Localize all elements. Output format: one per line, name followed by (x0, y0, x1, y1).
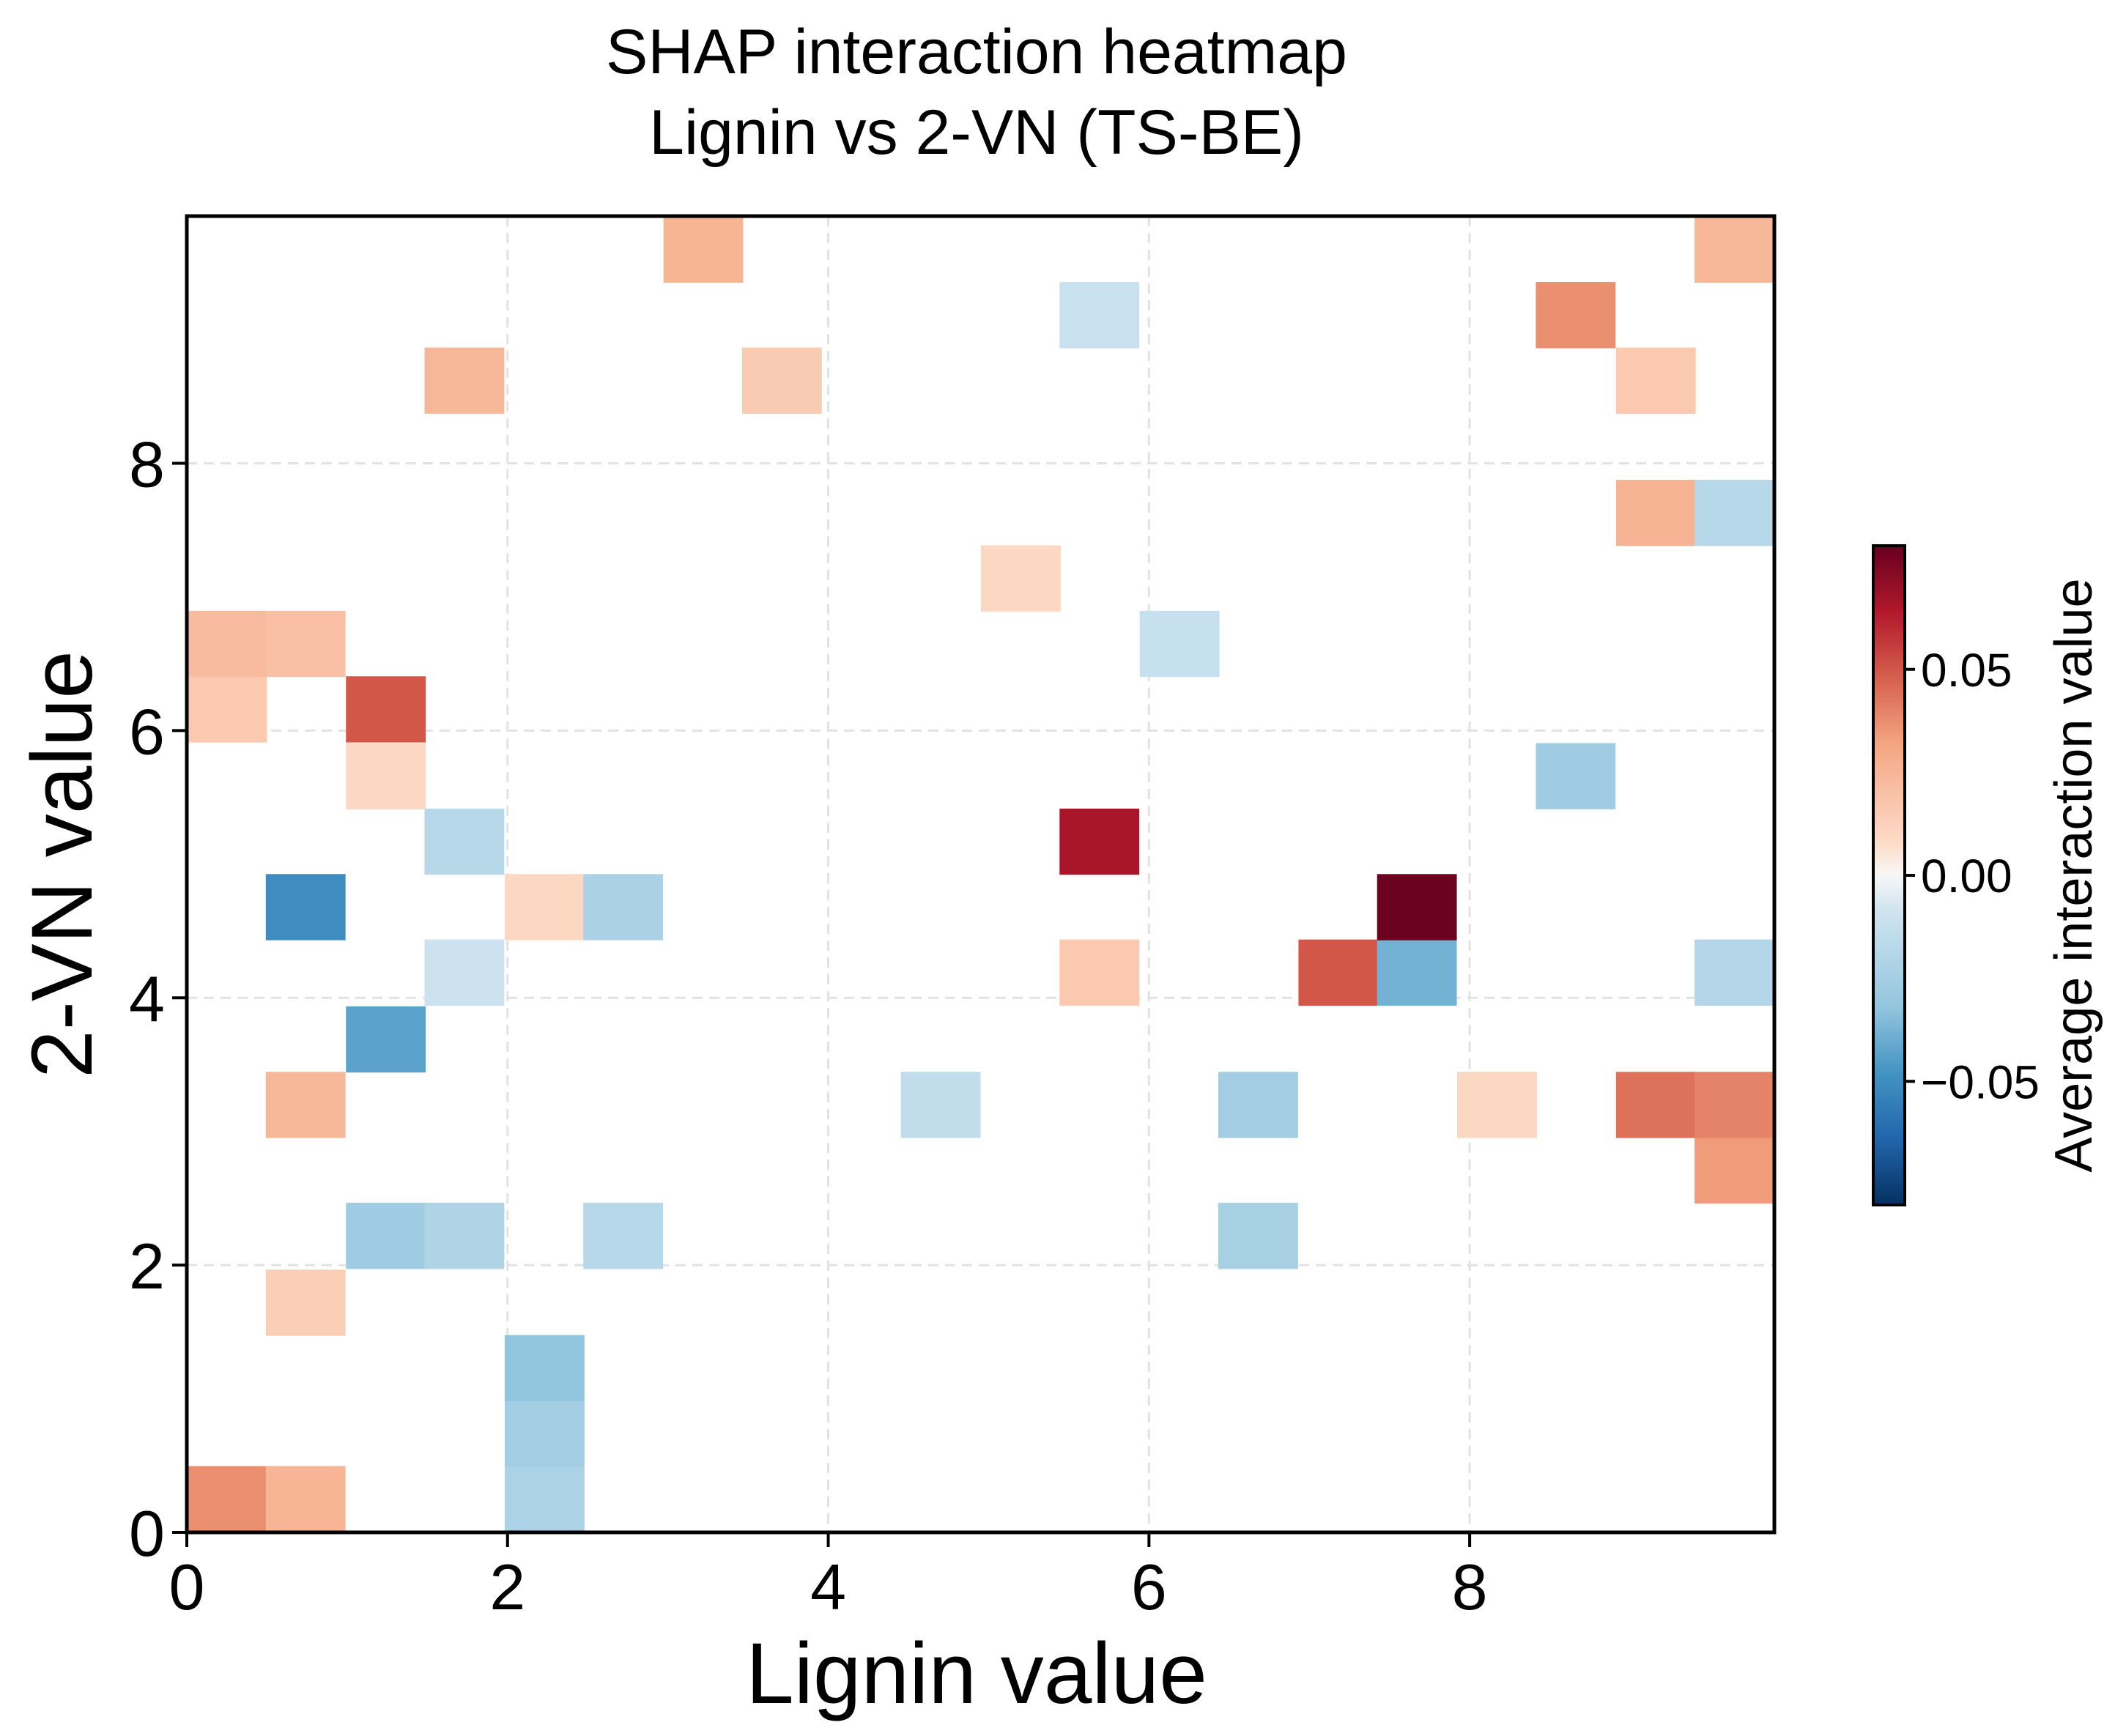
colorbar-label: Average interaction value (2045, 578, 2103, 1172)
y-axis-ticks: 0 2 4 6 8 (129, 429, 187, 1570)
x-tick-label: 8 (1452, 1551, 1488, 1623)
heatmap-cell (1694, 1137, 1774, 1204)
heatmap-cells (187, 216, 1774, 1532)
x-axis-ticks: 0 2 4 6 8 (169, 1532, 1488, 1623)
heatmap-cell (1298, 939, 1379, 1006)
heatmap-cell (1377, 939, 1457, 1006)
heatmap-cell (1615, 1072, 1696, 1138)
heatmap-cell (1694, 1072, 1774, 1138)
heatmap-cell (1218, 1203, 1298, 1269)
heatmap-cell (424, 808, 505, 875)
heatmap-cell (1694, 939, 1774, 1006)
heatmap-cell (1536, 743, 1616, 809)
heatmap-cell (504, 1466, 585, 1532)
colorbar: −0.05 0.00 0.05 Average interaction value (1872, 544, 2103, 1206)
x-tick-label: 4 (810, 1551, 846, 1623)
heatmap-cell (1059, 939, 1140, 1006)
x-axis-label: Lignin value (746, 1625, 1207, 1722)
colorbar-tick-label: 0.00 (1921, 850, 2012, 902)
plot-area-frame (185, 214, 1777, 1535)
heatmap-cell (1694, 216, 1774, 283)
heatmap-cell (424, 939, 505, 1006)
heatmap-cell (583, 1203, 664, 1269)
heatmap-cell (1218, 1072, 1298, 1138)
chart-title-line-1: SHAP interaction heatmap (606, 17, 1347, 87)
colorbar-gradient (1872, 544, 1906, 1206)
chart-title: SHAP interaction heatmap Lignin vs 2-VN … (606, 17, 1347, 168)
x-tick-label: 2 (489, 1551, 525, 1623)
y-tick-label: 8 (129, 429, 165, 501)
heatmap-cell (663, 216, 744, 283)
heatmap-cell (900, 1072, 981, 1138)
heatmap-cell (1059, 282, 1140, 349)
colorbar-tick-label: 0.05 (1921, 644, 2012, 697)
heatmap-cell (1615, 347, 1696, 414)
y-tick-label: 6 (129, 695, 165, 768)
heatmap-cell (265, 610, 346, 678)
y-tick-label: 2 (129, 1230, 165, 1302)
heatmap-cell (504, 874, 585, 941)
x-tick-label: 6 (1131, 1551, 1167, 1623)
y-axis-label: 2-VN value (14, 650, 111, 1078)
y-tick-label: 4 (129, 962, 165, 1035)
heatmap-cell (265, 1072, 346, 1138)
heatmap-cell (187, 1466, 267, 1532)
heatmap-cell (187, 610, 267, 678)
heatmap-cell (504, 1335, 585, 1402)
y-tick-label: 0 (129, 1497, 165, 1570)
heatmap-cell (265, 874, 346, 941)
colorbar-tick-label: −0.05 (1921, 1056, 2040, 1108)
heatmap-cell (1457, 1072, 1537, 1138)
heatmap-cell (424, 1203, 505, 1269)
heatmap-cell (583, 874, 664, 941)
heatmap-cell (1377, 874, 1457, 941)
heatmap-cell (265, 1466, 346, 1532)
heatmap-cell (265, 1269, 346, 1336)
heatmap-cell (981, 545, 1061, 612)
heatmap-cell (504, 1401, 585, 1467)
heatmap-cell (424, 347, 505, 414)
heatmap-cell (346, 1006, 426, 1073)
heatmap-cell (346, 676, 426, 743)
heatmap-cell (346, 1203, 426, 1269)
chart-title-line-2: Lignin vs 2-VN (TS-BE) (649, 97, 1304, 168)
x-tick-label: 0 (169, 1551, 205, 1623)
heatmap-cell (741, 347, 822, 414)
heatmap-cell (187, 676, 267, 743)
heatmap-cell (1059, 808, 1140, 875)
heatmap-cell (1694, 480, 1774, 546)
heatmap-cell (1615, 480, 1696, 546)
colorbar-ticks: −0.05 0.00 0.05 (1905, 644, 2040, 1108)
heatmap-cell (1139, 610, 1220, 678)
heatmap-cell (1536, 282, 1616, 349)
heatmap-cell (346, 743, 426, 809)
